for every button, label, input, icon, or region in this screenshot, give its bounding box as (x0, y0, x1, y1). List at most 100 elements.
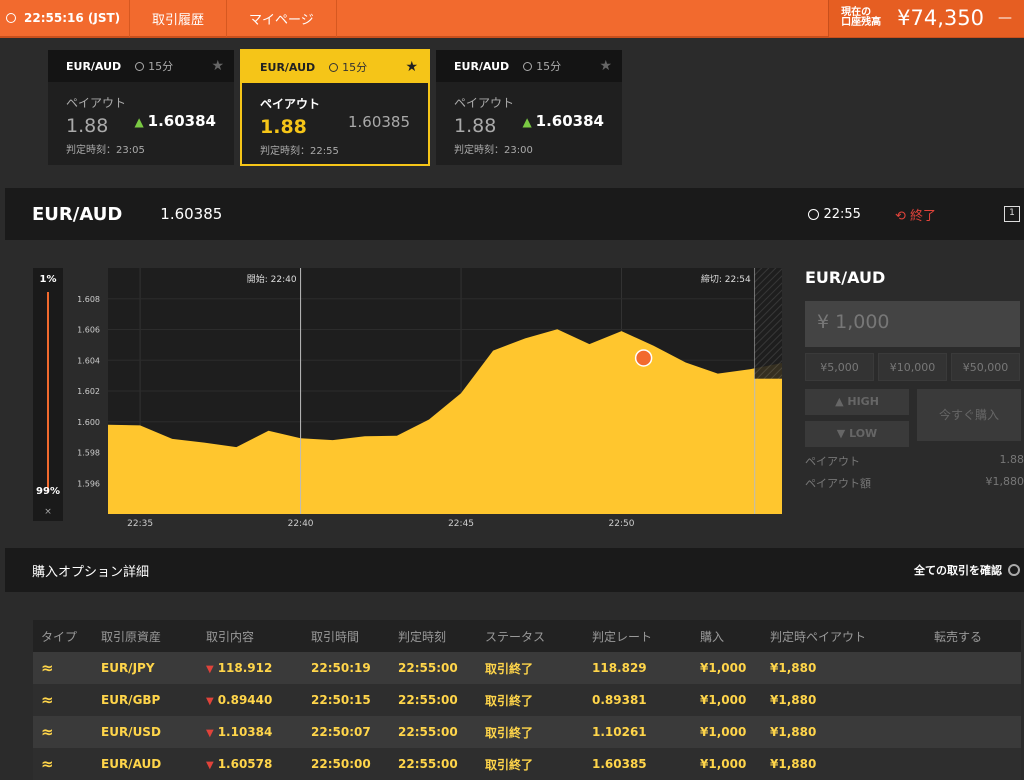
arrow-up-icon: ▲ (522, 115, 532, 129)
card-rate: 1.60384 (147, 112, 216, 130)
expiry-icon (808, 208, 820, 220)
cell-buy: ¥1,000 (700, 757, 747, 771)
star-icon[interactable]: ★ (599, 58, 612, 74)
cell-time: 22:50:00 (311, 757, 371, 771)
quick-amount-button[interactable]: ¥10,000 (878, 353, 947, 381)
cell-buy: ¥1,000 (700, 661, 747, 675)
x-tick-label: 22:45 (448, 519, 474, 528)
card-judge-time: 判定時刻：22:55 (260, 146, 339, 157)
balance-label-1: 現在の (841, 7, 872, 18)
view-all-trades-link[interactable]: 全ての取引を確認 (914, 562, 1020, 578)
cell-content: 1.60578 (217, 757, 273, 771)
arrow-down-icon: ▼ (206, 664, 214, 675)
table-row[interactable]: ≈ EUR/GBP ▼ 0.89440 22:50:15 22:55:00 取引終了 0.89… (33, 684, 1021, 716)
col-header: 判定レート (592, 629, 653, 644)
price-area (108, 329, 782, 514)
col-header: 取引内容 (206, 629, 255, 644)
arrow-down-icon: ▼ (206, 696, 214, 707)
amount-input[interactable]: ¥ 1,000 (805, 301, 1020, 347)
table-row[interactable]: ≈ EUR/JPY ▼ 118.912 22:50:19 22:55:00 取引終了 118.… (33, 652, 1021, 684)
arrow-down-icon: ▼ (206, 728, 214, 739)
y-tick-label: 1.606 (77, 326, 100, 335)
table-row[interactable]: ≈ EUR/AUD ▼ 1.60578 22:50:00 22:55:00 取引終了 1.60… (33, 748, 1021, 780)
history-icon: ⟲ (894, 208, 906, 224)
cell-time: 22:50:07 (311, 725, 371, 739)
col-header: 購入 (700, 629, 725, 644)
payout-label: ペイアウト (805, 455, 860, 468)
card-payout-label: ペイアウト (454, 96, 515, 110)
card-judge-time: 判定時刻：23:00 (454, 145, 533, 156)
col-header: タイプ (41, 629, 78, 644)
account-balance[interactable]: 現在の 口座残高 ¥74,350 — (828, 0, 1024, 37)
x-tick-label: 22:35 (127, 519, 153, 528)
low-button[interactable]: ▼ LOW (805, 421, 909, 447)
col-header: 判定時刻 (398, 629, 447, 644)
nav-trade-history[interactable]: 取引履歴 (130, 0, 228, 37)
slider-top-value: 1% (39, 274, 57, 285)
card-period: 15分 (342, 61, 368, 74)
y-tick-label: 1.604 (77, 356, 100, 365)
close-icon[interactable]: × (44, 507, 52, 517)
card-pair: EUR/AUD (260, 60, 316, 74)
trade-panel: 1% 99% × 1.608 1.606 1.604 1.602 1.600 1.598 1… (5, 248, 1024, 540)
card-period: 15分 (536, 60, 562, 73)
x-tick-label: 22:50 (609, 519, 635, 528)
collapse-icon[interactable]: — (998, 10, 1012, 26)
col-header: ステータス (485, 629, 546, 644)
server-clock: 22:55:16 (JST) (0, 0, 130, 37)
asset-card[interactable]: EUR/AUD 15分 ★ ペイアウト 1.88 ▲ 1.60384 判定時刻：23:… (436, 50, 622, 165)
cell-judge: 22:55:00 (398, 661, 458, 675)
purchase-details-header: 購入オプション詳細 全ての取引を確認 (5, 548, 1024, 592)
high-button[interactable]: ▲ HIGH (805, 389, 909, 415)
cell-status: 取引終了 (485, 693, 534, 708)
window-toggle-button[interactable]: 1 (1004, 206, 1020, 222)
order-panel: EUR/AUD ¥ 1,000 ¥5,000 ¥10,000 ¥50,000 ▲… (805, 268, 1024, 491)
cell-payout: ¥1,880 (770, 757, 817, 771)
asset-card-active[interactable]: EUR/AUD 15分 ★ ペイアウト 1.88 1.60385 判定時刻：22:5… (240, 49, 430, 166)
star-icon[interactable]: ★ (405, 59, 418, 75)
trades-table: タイプ 取引原資産 取引内容 取引時間 判定時刻 ステータス 判定レート 購入 … (33, 620, 1021, 780)
pair-header: EUR/AUD 1.60385 22:55 ⟲ 終了 1 (5, 188, 1024, 240)
cell-rate: 118.829 (592, 661, 647, 675)
quick-amount-button[interactable]: ¥5,000 (805, 353, 874, 381)
arrow-up-icon: ▲ (835, 395, 844, 408)
cell-judge: 22:55:00 (398, 693, 458, 707)
table-row[interactable]: ≈ EUR/USD ▼ 1.10384 22:50:07 22:55:00 取引終了 1.10… (33, 716, 1021, 748)
expiry-time: 22:55 (823, 206, 861, 222)
cell-payout: ¥1,880 (770, 693, 817, 707)
start-label: 開始: 22:40 (247, 273, 297, 285)
asset-card[interactable]: EUR/AUD 15分 ★ ペイアウト 1.88 ▲ 1.60384 判定時刻：23:… (48, 50, 234, 165)
buy-now-button[interactable]: 今すぐ購入 (917, 389, 1021, 441)
status-ended: 終了 (909, 208, 936, 224)
cell-judge: 22:55:00 (398, 725, 458, 739)
arrow-down-icon: ▼ (206, 760, 214, 771)
star-icon[interactable]: ★ (211, 58, 224, 74)
card-payout-label: ペイアウト (260, 97, 321, 111)
clock-icon (523, 61, 533, 71)
y-tick-label: 1.598 (77, 449, 100, 458)
pair-name: EUR/AUD (32, 203, 123, 225)
top-bar: 22:55:16 (JST) 取引履歴 マイページ 現在の 口座残高 ¥74,35… (0, 0, 1024, 38)
cell-time: 22:50:19 (311, 661, 371, 675)
card-rate: 1.60384 (535, 112, 604, 130)
y-tick-label: 1.596 (77, 479, 100, 488)
quick-amount-button[interactable]: ¥50,000 (951, 353, 1020, 381)
option-type-icon: ≈ (41, 659, 54, 677)
price-chart[interactable]: 1.608 1.606 1.604 1.602 1.600 1.598 1.596 開始: 2… (68, 268, 782, 528)
col-header: 取引原資産 (101, 629, 162, 644)
y-tick-label: 1.608 (77, 295, 100, 304)
balance-label-2: 口座残高 (841, 17, 882, 28)
col-header: 取引時間 (311, 629, 360, 644)
nav-my-page[interactable]: マイページ (227, 0, 337, 37)
option-type-icon: ≈ (41, 691, 54, 709)
cell-asset: EUR/JPY (101, 661, 155, 675)
cell-judge: 22:55:00 (398, 757, 458, 771)
x-tick-label: 22:40 (288, 519, 314, 528)
card-payout-label: ペイアウト (66, 96, 127, 110)
cell-status: 取引終了 (485, 661, 534, 676)
cell-status: 取引終了 (485, 757, 534, 772)
cell-buy: ¥1,000 (700, 725, 747, 739)
option-type-icon: ≈ (41, 723, 54, 741)
card-pair: EUR/AUD (66, 59, 122, 73)
sentiment-slider[interactable]: 1% 99% × (33, 268, 63, 521)
